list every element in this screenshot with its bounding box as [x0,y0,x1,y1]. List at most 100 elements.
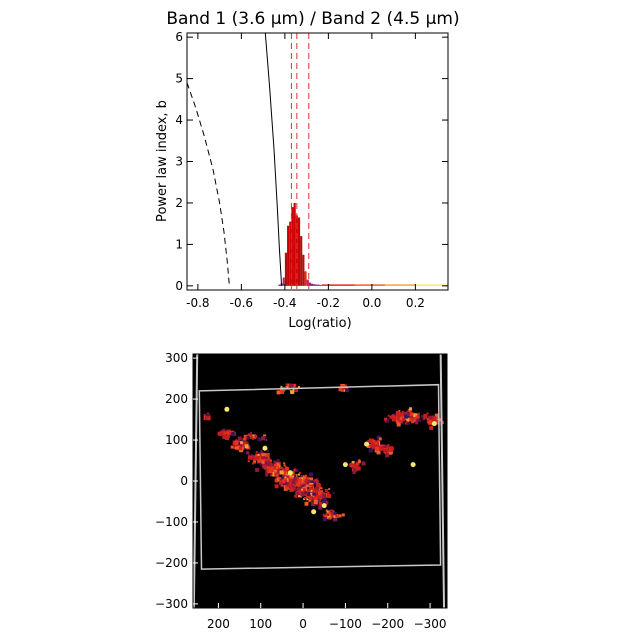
emission-pixel [292,478,297,483]
emission-pixel [237,436,242,441]
bright-spot [364,441,370,447]
emission-pixel [310,489,313,492]
emission-pixel [311,502,315,507]
emission-pixel [244,444,249,449]
histogram-tail-bar [365,284,368,286]
emission-pixel [389,415,393,419]
histogram-tail-bar [345,284,348,286]
x-tick-label: -0.8 [186,296,209,310]
emission-pixel [206,414,209,417]
histogram-tail-bar [371,284,375,286]
emission-pixel [281,467,284,470]
bright-spot [321,503,327,509]
emission-pixel [371,446,375,450]
emission-pixel [317,495,321,499]
emission-pixel [327,494,332,499]
histogram-tail-bar [363,284,366,286]
histogram-tail-bar [334,284,338,286]
emission-pixel [246,441,249,444]
histogram-bar [319,285,322,286]
map-plot-area [193,354,446,608]
emission-pixel [284,478,287,481]
x-tick-label: −300 [414,617,447,631]
emission-pixel [261,436,265,441]
emission-pixel [309,484,312,487]
histogram-tail-bar [432,284,435,286]
emission-pixel [286,475,289,478]
emission-pixel [333,512,337,516]
emission-pixel [428,415,433,420]
histogram-bars [278,202,322,286]
y-tick-label: 3 [175,155,183,169]
y-tick-label: 300 [165,351,188,365]
emission-pixel [376,450,381,455]
emission-pixel [207,414,210,417]
emission-pixel [308,477,311,480]
emission-pixel [288,483,293,488]
emission-pixel [272,471,276,475]
emission-pixel [242,438,247,442]
emission-pixel [416,417,420,421]
emission-pixel [293,383,297,387]
emission-pixel [279,476,283,480]
emission-pixel [314,482,317,485]
emission-pixel [206,416,211,421]
bright-spot [342,462,348,468]
y-tick-label: −100 [155,515,188,529]
emission-pixel [205,415,207,418]
emission-pixel [324,489,328,492]
emission-pixel [246,451,250,455]
emission-pixel [260,450,263,453]
histogram-tail-bar [408,284,412,286]
histogram-x-axis-label: Log(ratio) [288,316,351,331]
histogram-tail-bar [326,284,329,286]
emission-pixel [297,386,300,388]
emission-pixel [270,464,275,468]
emission-pixel [366,444,371,448]
emission-pixel [263,434,267,438]
emission-pixel [268,468,273,473]
emission-pixel [324,514,329,519]
emission-pixel [306,495,309,498]
x-tick-label: 0.2 [406,296,425,310]
emission-pixel [255,468,260,472]
emission-pixel [404,414,409,419]
emission-pixel [303,498,306,500]
emission-pixel [435,420,440,425]
histogram-tail-bar [397,284,401,286]
emission-pixel [398,409,401,412]
emission-pixel [222,431,226,435]
histogram-bar [313,284,316,286]
emission-pixel [314,496,317,498]
emission-pixel [426,412,429,415]
emission-pixel [261,455,265,460]
emission-pixel [234,446,238,450]
emission-pixel [387,414,390,417]
emission-pixel [407,417,412,422]
emission-pixel [281,479,286,484]
emission-pixel [279,481,283,485]
emission-pixel [312,495,315,497]
histogram-tail-bar [411,284,414,286]
histogram-tail-bar [406,284,409,286]
emission-pixel [306,480,311,485]
emission-pixel [409,412,414,417]
y-tick-label: 1 [175,237,183,251]
emission-pixel [399,417,402,420]
emission-pixel [239,444,243,448]
emission-pixel [305,484,310,489]
emission-pixel [261,453,265,457]
emission-pixel [268,458,272,462]
bright-spot [224,406,230,412]
emission-pixel [406,421,410,425]
emission-pixel [301,477,304,480]
emission-pixel [385,453,390,458]
emission-pixel [324,500,329,505]
emission-pixel [280,483,284,487]
emission-pixel [354,462,357,464]
emission-pixel [263,458,268,463]
emission-pixel [327,515,331,519]
histogram-tail-bar [426,284,429,286]
emission-pixel [289,480,292,483]
emission-pixel [257,437,262,442]
